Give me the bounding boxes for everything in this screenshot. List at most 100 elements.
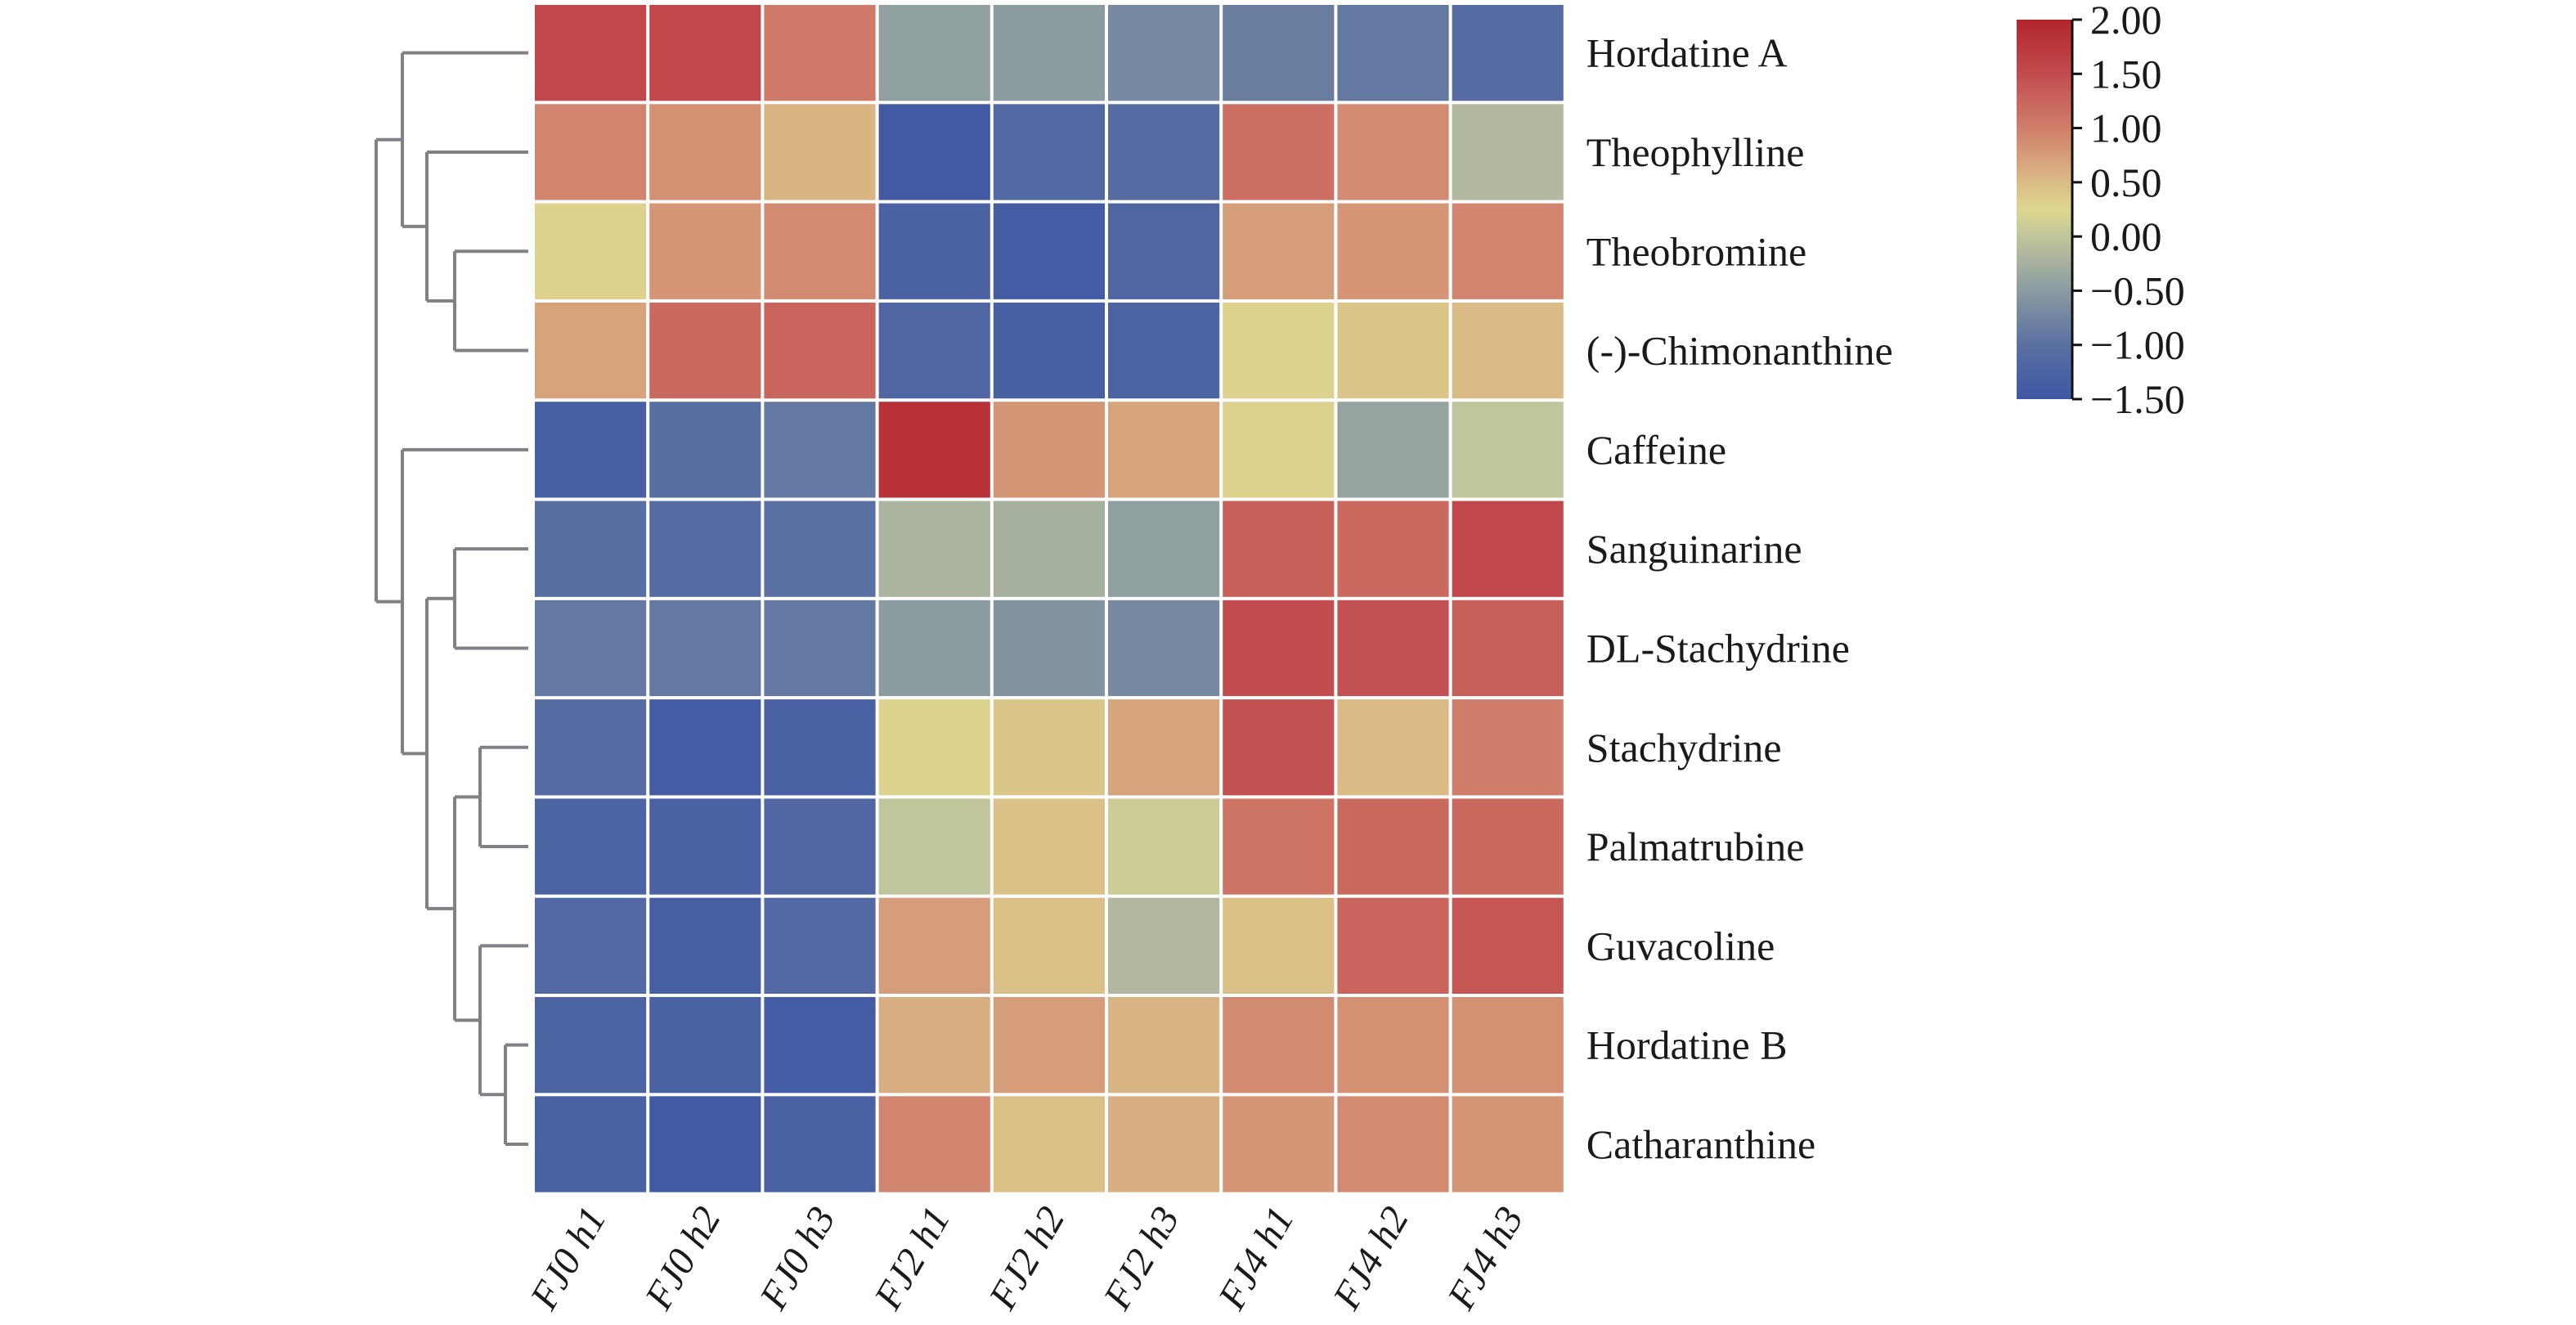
heatmap-cell <box>878 501 990 597</box>
row-label: Hordatine B <box>1586 1022 1788 1068</box>
heatmap-cell <box>993 897 1105 994</box>
heatmap-cell <box>764 402 876 498</box>
heatmap-cell <box>878 600 990 697</box>
heatmap-cell <box>1452 699 1564 796</box>
heatmap-cell <box>1337 1096 1449 1192</box>
heatmap-cell <box>1108 699 1220 796</box>
heatmap-cell <box>535 302 647 399</box>
heatmap-cell <box>1223 699 1335 796</box>
heatmap-cell <box>993 997 1105 1094</box>
heatmap-cell <box>535 798 647 895</box>
row-label: DL-Stachydrine <box>1586 625 1850 671</box>
heatmap-cell <box>649 997 761 1094</box>
column-label: FJ2 h2 <box>981 1200 1074 1318</box>
heatmap-cell <box>1223 997 1335 1094</box>
heatmap-cell <box>1108 203 1220 299</box>
heatmap-cell <box>1452 104 1564 200</box>
heatmap-cell <box>1337 203 1449 299</box>
heatmap-cell <box>649 5 761 101</box>
heatmap-cell <box>1337 798 1449 895</box>
heatmap-cell <box>535 699 647 796</box>
heatmap-cell <box>878 203 990 299</box>
heatmap-cell <box>649 104 761 200</box>
heatmap-cell <box>878 1096 990 1192</box>
heatmap-cell <box>535 1096 647 1192</box>
heatmap-cell <box>993 600 1105 697</box>
heatmap-cell <box>1108 798 1220 895</box>
heatmap-cell <box>1108 302 1220 399</box>
heatmap-cell <box>764 5 876 101</box>
heatmap-cell <box>1223 203 1335 299</box>
heatmap-cell <box>1108 600 1220 697</box>
row-dendrogram <box>375 51 528 1146</box>
heatmap-cell <box>993 5 1105 101</box>
column-label: FJ0 h3 <box>751 1200 844 1318</box>
column-label: FJ2 h1 <box>866 1200 959 1318</box>
heatmap-cell <box>1337 997 1449 1094</box>
heatmap-cell <box>878 798 990 895</box>
heatmap-cell <box>764 501 876 597</box>
heatmap-cell <box>1223 1096 1335 1192</box>
heatmap-cell <box>1108 897 1220 994</box>
heatmap-cell <box>1337 897 1449 994</box>
column-labels: FJ0 h1 FJ0 h2 FJ0 h3 FJ2 h1 FJ2 h2 FJ2 h3 FJ4 … <box>522 1200 1532 1318</box>
heatmap-cell <box>764 997 876 1094</box>
column-label: FJ0 h1 <box>522 1200 615 1318</box>
heatmap-cell <box>764 600 876 697</box>
heatmap-cell <box>764 897 876 994</box>
row-label: Guvacoline <box>1586 923 1775 968</box>
row-labels: Hordatine A Theophylline Theobromine (-)-Ch… <box>1586 30 1893 1167</box>
heatmap-cell <box>993 798 1105 895</box>
heatmap-cell <box>878 402 990 498</box>
heatmap-cell <box>878 104 990 200</box>
heatmap-cell <box>878 5 990 101</box>
heatmap-cell <box>1452 302 1564 399</box>
heatmap-cell <box>1223 5 1335 101</box>
heatmap-cell <box>878 699 990 796</box>
row-label: Catharanthine <box>1586 1121 1815 1167</box>
colorbar-tick-label: 0.50 <box>2090 159 2162 205</box>
heatmap-cell <box>1452 5 1564 101</box>
row-label: Sanguinarine <box>1586 526 1802 572</box>
heatmap-cell <box>649 402 761 498</box>
heatmap-cell <box>535 600 647 697</box>
row-label: Stachydrine <box>1586 725 1782 770</box>
heatmap-cell <box>1452 997 1564 1094</box>
heatmap-cell <box>993 203 1105 299</box>
heatmap-cell <box>1337 699 1449 796</box>
row-label: Palmatrubine <box>1586 824 1805 869</box>
heatmap-cell <box>1452 600 1564 697</box>
row-label: (-)-Chimonanthine <box>1586 328 1893 374</box>
heatmap-cell <box>1223 798 1335 895</box>
column-label: FJ4 h1 <box>1209 1200 1303 1318</box>
heatmap-cell <box>1108 104 1220 200</box>
heatmap-cell <box>1108 5 1220 101</box>
heatmap-cell <box>1337 600 1449 697</box>
heatmap-cell <box>1337 5 1449 101</box>
heatmap-cell <box>878 302 990 399</box>
colorbar-tick-label: 1.50 <box>2090 51 2162 97</box>
heatmap-cell <box>649 302 761 399</box>
heatmap-cell <box>1223 897 1335 994</box>
colorbar-tick-label: −1.00 <box>2090 322 2185 368</box>
heatmap-cell <box>764 798 876 895</box>
heatmap-cell <box>878 897 990 994</box>
heatmap-cell <box>535 402 647 498</box>
heatmap-cell <box>1108 402 1220 498</box>
heatmap-cell <box>649 203 761 299</box>
heatmap-cell <box>1223 402 1335 498</box>
heatmap-cell <box>1452 1096 1564 1192</box>
colorbar-tick-label: −1.50 <box>2090 376 2185 422</box>
heatmap-cell <box>993 104 1105 200</box>
colorbar-tick-label: 1.00 <box>2090 106 2162 151</box>
heatmap-cell <box>878 997 990 1094</box>
heatmap-cell <box>1108 997 1220 1094</box>
heatmap-cell <box>535 104 647 200</box>
heatmap-cell <box>993 402 1105 498</box>
heatmap-cell <box>764 104 876 200</box>
heatmap-cell <box>1337 501 1449 597</box>
heatmap-cell <box>1452 897 1564 994</box>
colorbar-tick-label: 2.00 <box>2090 0 2162 43</box>
column-label: FJ2 h3 <box>1095 1200 1188 1318</box>
heatmap-cell <box>649 501 761 597</box>
